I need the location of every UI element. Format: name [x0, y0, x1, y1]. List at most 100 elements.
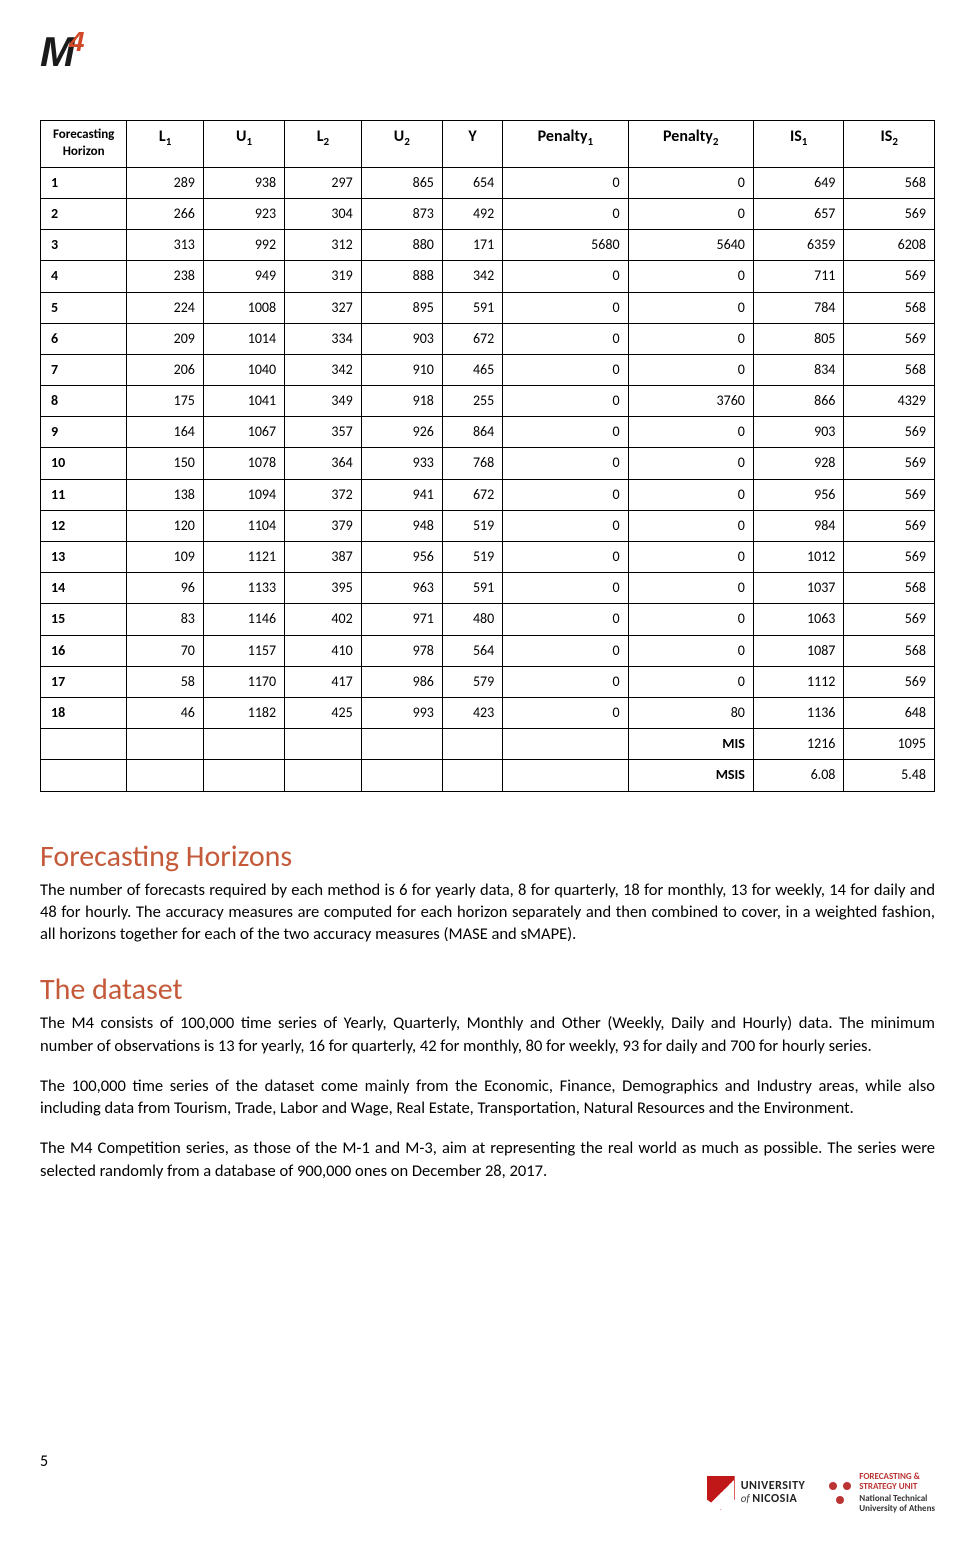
cell-p1: 0	[503, 510, 628, 541]
cell-u1: 1078	[203, 448, 284, 479]
row-horizon: 9	[41, 417, 127, 448]
table-row: 9164106735792686400903569	[41, 417, 935, 448]
cell-l1: 266	[127, 198, 204, 229]
cell-p1: 0	[503, 479, 628, 510]
cell-l2: 395	[285, 573, 362, 604]
cell-p2: 0	[628, 167, 753, 198]
cell-is1: 866	[753, 386, 844, 417]
cell-y: 579	[442, 666, 502, 697]
cell-p2: 5640	[628, 230, 753, 261]
row-horizon: 2	[41, 198, 127, 229]
cell-u2: 933	[361, 448, 442, 479]
row-horizon: 18	[41, 697, 127, 728]
cell-p1: 0	[503, 417, 628, 448]
row-horizon: 12	[41, 510, 127, 541]
cell-l1: 164	[127, 417, 204, 448]
cell-l1: 224	[127, 292, 204, 323]
summary-is2: 5.48	[844, 760, 935, 791]
summary-label: MSIS	[628, 760, 753, 791]
table-row: 10150107836493376800928569	[41, 448, 935, 479]
cell-is2: 4329	[844, 386, 935, 417]
cell-l2: 387	[285, 542, 362, 573]
m4-logo: M4	[40, 28, 935, 76]
dataset-p3: The M4 Competition series, as those of t…	[40, 1137, 935, 1182]
cell-is2: 569	[844, 542, 935, 573]
cell-p2: 0	[628, 354, 753, 385]
cell-y: 591	[442, 292, 502, 323]
cell-l2: 342	[285, 354, 362, 385]
cell-l2: 297	[285, 167, 362, 198]
cell-l1: 313	[127, 230, 204, 261]
unic-text: UNIVERSITY of NICOSIA	[741, 1480, 806, 1505]
cell-is2: 569	[844, 604, 935, 635]
table-row: 17581170417986579001112569	[41, 666, 935, 697]
table-row: 6209101433490367200805569	[41, 323, 935, 354]
cell-p2: 0	[628, 635, 753, 666]
cell-is2: 569	[844, 261, 935, 292]
cell-u2: 971	[361, 604, 442, 635]
cell-is2: 568	[844, 354, 935, 385]
cell-is1: 928	[753, 448, 844, 479]
cell-l2: 372	[285, 479, 362, 510]
cell-u2: 895	[361, 292, 442, 323]
page-number: 5	[40, 1452, 48, 1471]
cell-l1: 83	[127, 604, 204, 635]
col-is2: IS2	[844, 121, 935, 168]
cell-u1: 938	[203, 167, 284, 198]
cell-y: 171	[442, 230, 502, 261]
cell-p1: 0	[503, 604, 628, 635]
cell-is1: 784	[753, 292, 844, 323]
cell-p1: 0	[503, 697, 628, 728]
cell-u2: 941	[361, 479, 442, 510]
cell-l2: 357	[285, 417, 362, 448]
cell-u1: 1008	[203, 292, 284, 323]
cell-p2: 0	[628, 666, 753, 697]
col-l1: L1	[127, 121, 204, 168]
cell-p2: 0	[628, 542, 753, 573]
cell-is2: 569	[844, 510, 935, 541]
cell-p2: 0	[628, 198, 753, 229]
cell-p2: 0	[628, 261, 753, 292]
table-summary-row: MSIS6.085.48	[41, 760, 935, 791]
cell-is2: 569	[844, 323, 935, 354]
cell-y: 480	[442, 604, 502, 635]
table-row: 131091121387956519001012569	[41, 542, 935, 573]
cell-u2: 956	[361, 542, 442, 573]
cell-p2: 0	[628, 510, 753, 541]
cell-y: 864	[442, 417, 502, 448]
row-horizon: 10	[41, 448, 127, 479]
cell-y: 492	[442, 198, 502, 229]
cell-u1: 1170	[203, 666, 284, 697]
cell-l1: 70	[127, 635, 204, 666]
table-row: 16701157410978564001087568	[41, 635, 935, 666]
cell-p2: 0	[628, 323, 753, 354]
cell-p2: 0	[628, 448, 753, 479]
row-horizon: 4	[41, 261, 127, 292]
cell-is2: 568	[844, 167, 935, 198]
cell-is1: 956	[753, 479, 844, 510]
cell-l2: 425	[285, 697, 362, 728]
cell-is2: 568	[844, 292, 935, 323]
cell-p2: 0	[628, 479, 753, 510]
cell-l1: 209	[127, 323, 204, 354]
forecasting-horizons-heading: Forecasting Horizons	[40, 838, 935, 875]
cell-is1: 1063	[753, 604, 844, 635]
cell-u2: 986	[361, 666, 442, 697]
cell-l2: 379	[285, 510, 362, 541]
cell-is1: 805	[753, 323, 844, 354]
dataset-p2: The 100,000 time series of the dataset c…	[40, 1075, 935, 1120]
cell-l2: 364	[285, 448, 362, 479]
cell-is2: 648	[844, 697, 935, 728]
cell-is2: 569	[844, 448, 935, 479]
table-row: 184611824259934230801136648	[41, 697, 935, 728]
summary-is1: 1216	[753, 729, 844, 760]
cell-l1: 96	[127, 573, 204, 604]
cell-l1: 175	[127, 386, 204, 417]
table-row: 11138109437294167200956569	[41, 479, 935, 510]
table-row: 15831146402971480001063569	[41, 604, 935, 635]
col-u2: U2	[361, 121, 442, 168]
table-row: 12120110437994851900984569	[41, 510, 935, 541]
cell-p1: 0	[503, 292, 628, 323]
cell-u1: 1157	[203, 635, 284, 666]
col-l2: L2	[285, 121, 362, 168]
